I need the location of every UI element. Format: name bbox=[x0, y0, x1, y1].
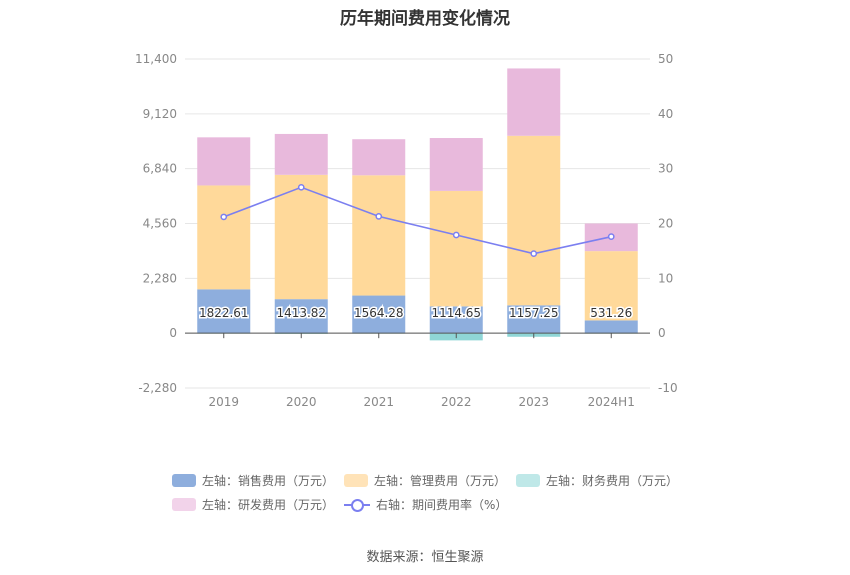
sales-data-label: 1822.61 bbox=[199, 306, 249, 320]
x-tick-label: 2019 bbox=[208, 395, 239, 409]
bar-segment bbox=[352, 139, 406, 176]
bar-segment bbox=[197, 137, 251, 186]
legend-item-finance[interactable]: 左轴：财务费用（万元） bbox=[516, 472, 678, 489]
legend-swatch-sales bbox=[172, 474, 196, 487]
legend-label-rate: 右轴：期间费用率（%） bbox=[376, 498, 508, 512]
bar-segment bbox=[352, 175, 406, 296]
left-tick-label: 11,400 bbox=[135, 52, 177, 66]
rate-line bbox=[220, 183, 615, 258]
right-tick-label: -10 bbox=[658, 381, 678, 395]
bar-segment bbox=[197, 289, 251, 334]
x-tick-label: 2023 bbox=[518, 395, 549, 409]
rate-point bbox=[530, 250, 538, 258]
legend-line-rate-icon bbox=[344, 498, 370, 512]
left-tick-label: 2,280 bbox=[143, 271, 177, 285]
bar-segment bbox=[429, 306, 483, 334]
bar-segment bbox=[352, 295, 406, 334]
left-tick-label: 9,120 bbox=[143, 107, 177, 121]
x-tick-label: 2022 bbox=[441, 395, 472, 409]
bar-segment bbox=[507, 68, 561, 136]
bar-segment bbox=[429, 138, 483, 191]
chart-title: 历年期间费用变化情况 bbox=[340, 9, 510, 29]
bar-segment bbox=[274, 133, 328, 175]
right-tick-label: 0 bbox=[658, 326, 666, 340]
bars bbox=[197, 68, 638, 341]
source-note: 数据来源：恒生聚源 bbox=[366, 550, 484, 565]
legend-label-rnd: 左轴：研发费用（万元） bbox=[202, 498, 335, 512]
sales-data-label: 1157.25 bbox=[509, 306, 559, 320]
sales-data-label: 531.26 bbox=[590, 306, 632, 320]
left-tick-label: -2,280 bbox=[138, 381, 177, 395]
legend-item-rnd[interactable]: 左轴：研发费用（万元） bbox=[172, 496, 334, 513]
legend-swatch-admin bbox=[344, 474, 368, 487]
right-tick-label: 10 bbox=[658, 271, 673, 285]
rate-point bbox=[452, 231, 460, 239]
rate-point bbox=[607, 233, 615, 241]
sales-data-label: 1564.28 bbox=[354, 306, 404, 320]
legend-item-sales[interactable]: 左轴：销售费用（万元） bbox=[172, 472, 334, 489]
x-tick-label: 2021 bbox=[363, 395, 394, 409]
bar-segment bbox=[584, 320, 638, 334]
bar-segment bbox=[429, 190, 483, 307]
legend-swatch-rnd bbox=[172, 498, 196, 511]
bar-segment bbox=[507, 305, 561, 334]
legend-item-rate[interactable]: 右轴：期间费用率（%） bbox=[344, 496, 507, 513]
bar-segment bbox=[584, 251, 638, 321]
right-tick-label: 30 bbox=[658, 162, 673, 176]
bar-segment bbox=[274, 299, 328, 334]
right-tick-label: 40 bbox=[658, 107, 673, 121]
bar-segment bbox=[507, 135, 561, 306]
legend-swatch-finance bbox=[516, 474, 540, 487]
sales-data-label: 1114.65 bbox=[431, 306, 481, 320]
rate-line-path bbox=[223, 186, 612, 255]
right-tick-label: 20 bbox=[658, 217, 673, 231]
legend-item-admin[interactable]: 左轴：管理费用（万元） bbox=[344, 472, 506, 489]
rate-point bbox=[220, 213, 228, 221]
axes: 11,400 9,120 6,840 4,560 2,280 0 -2,280 50 40 30 2… bbox=[135, 52, 678, 409]
rate-point bbox=[297, 183, 305, 191]
x-tick-label: 2024H1 bbox=[588, 395, 635, 409]
legend-label-finance: 左轴：财务费用（万元） bbox=[546, 474, 679, 488]
grid-lines bbox=[185, 58, 650, 389]
rate-point bbox=[375, 213, 383, 220]
legend-label-sales: 左轴：销售费用（万元） bbox=[202, 474, 335, 488]
right-tick-label: 50 bbox=[658, 52, 673, 66]
left-tick-label: 6,840 bbox=[143, 162, 177, 176]
bar-segment bbox=[274, 174, 328, 300]
bar-segment bbox=[197, 185, 251, 290]
left-tick-label: 0 bbox=[169, 326, 177, 340]
x-tick-label: 2020 bbox=[286, 395, 317, 409]
sales-data-label: 1413.82 bbox=[276, 306, 326, 320]
data-labels: 1822.61 1413.82 1564.28 1114.65 1157.25 531.2… bbox=[197, 305, 633, 322]
left-tick-label: 4,560 bbox=[143, 217, 177, 231]
legend-label-admin: 左轴：管理费用（万元） bbox=[374, 474, 507, 488]
